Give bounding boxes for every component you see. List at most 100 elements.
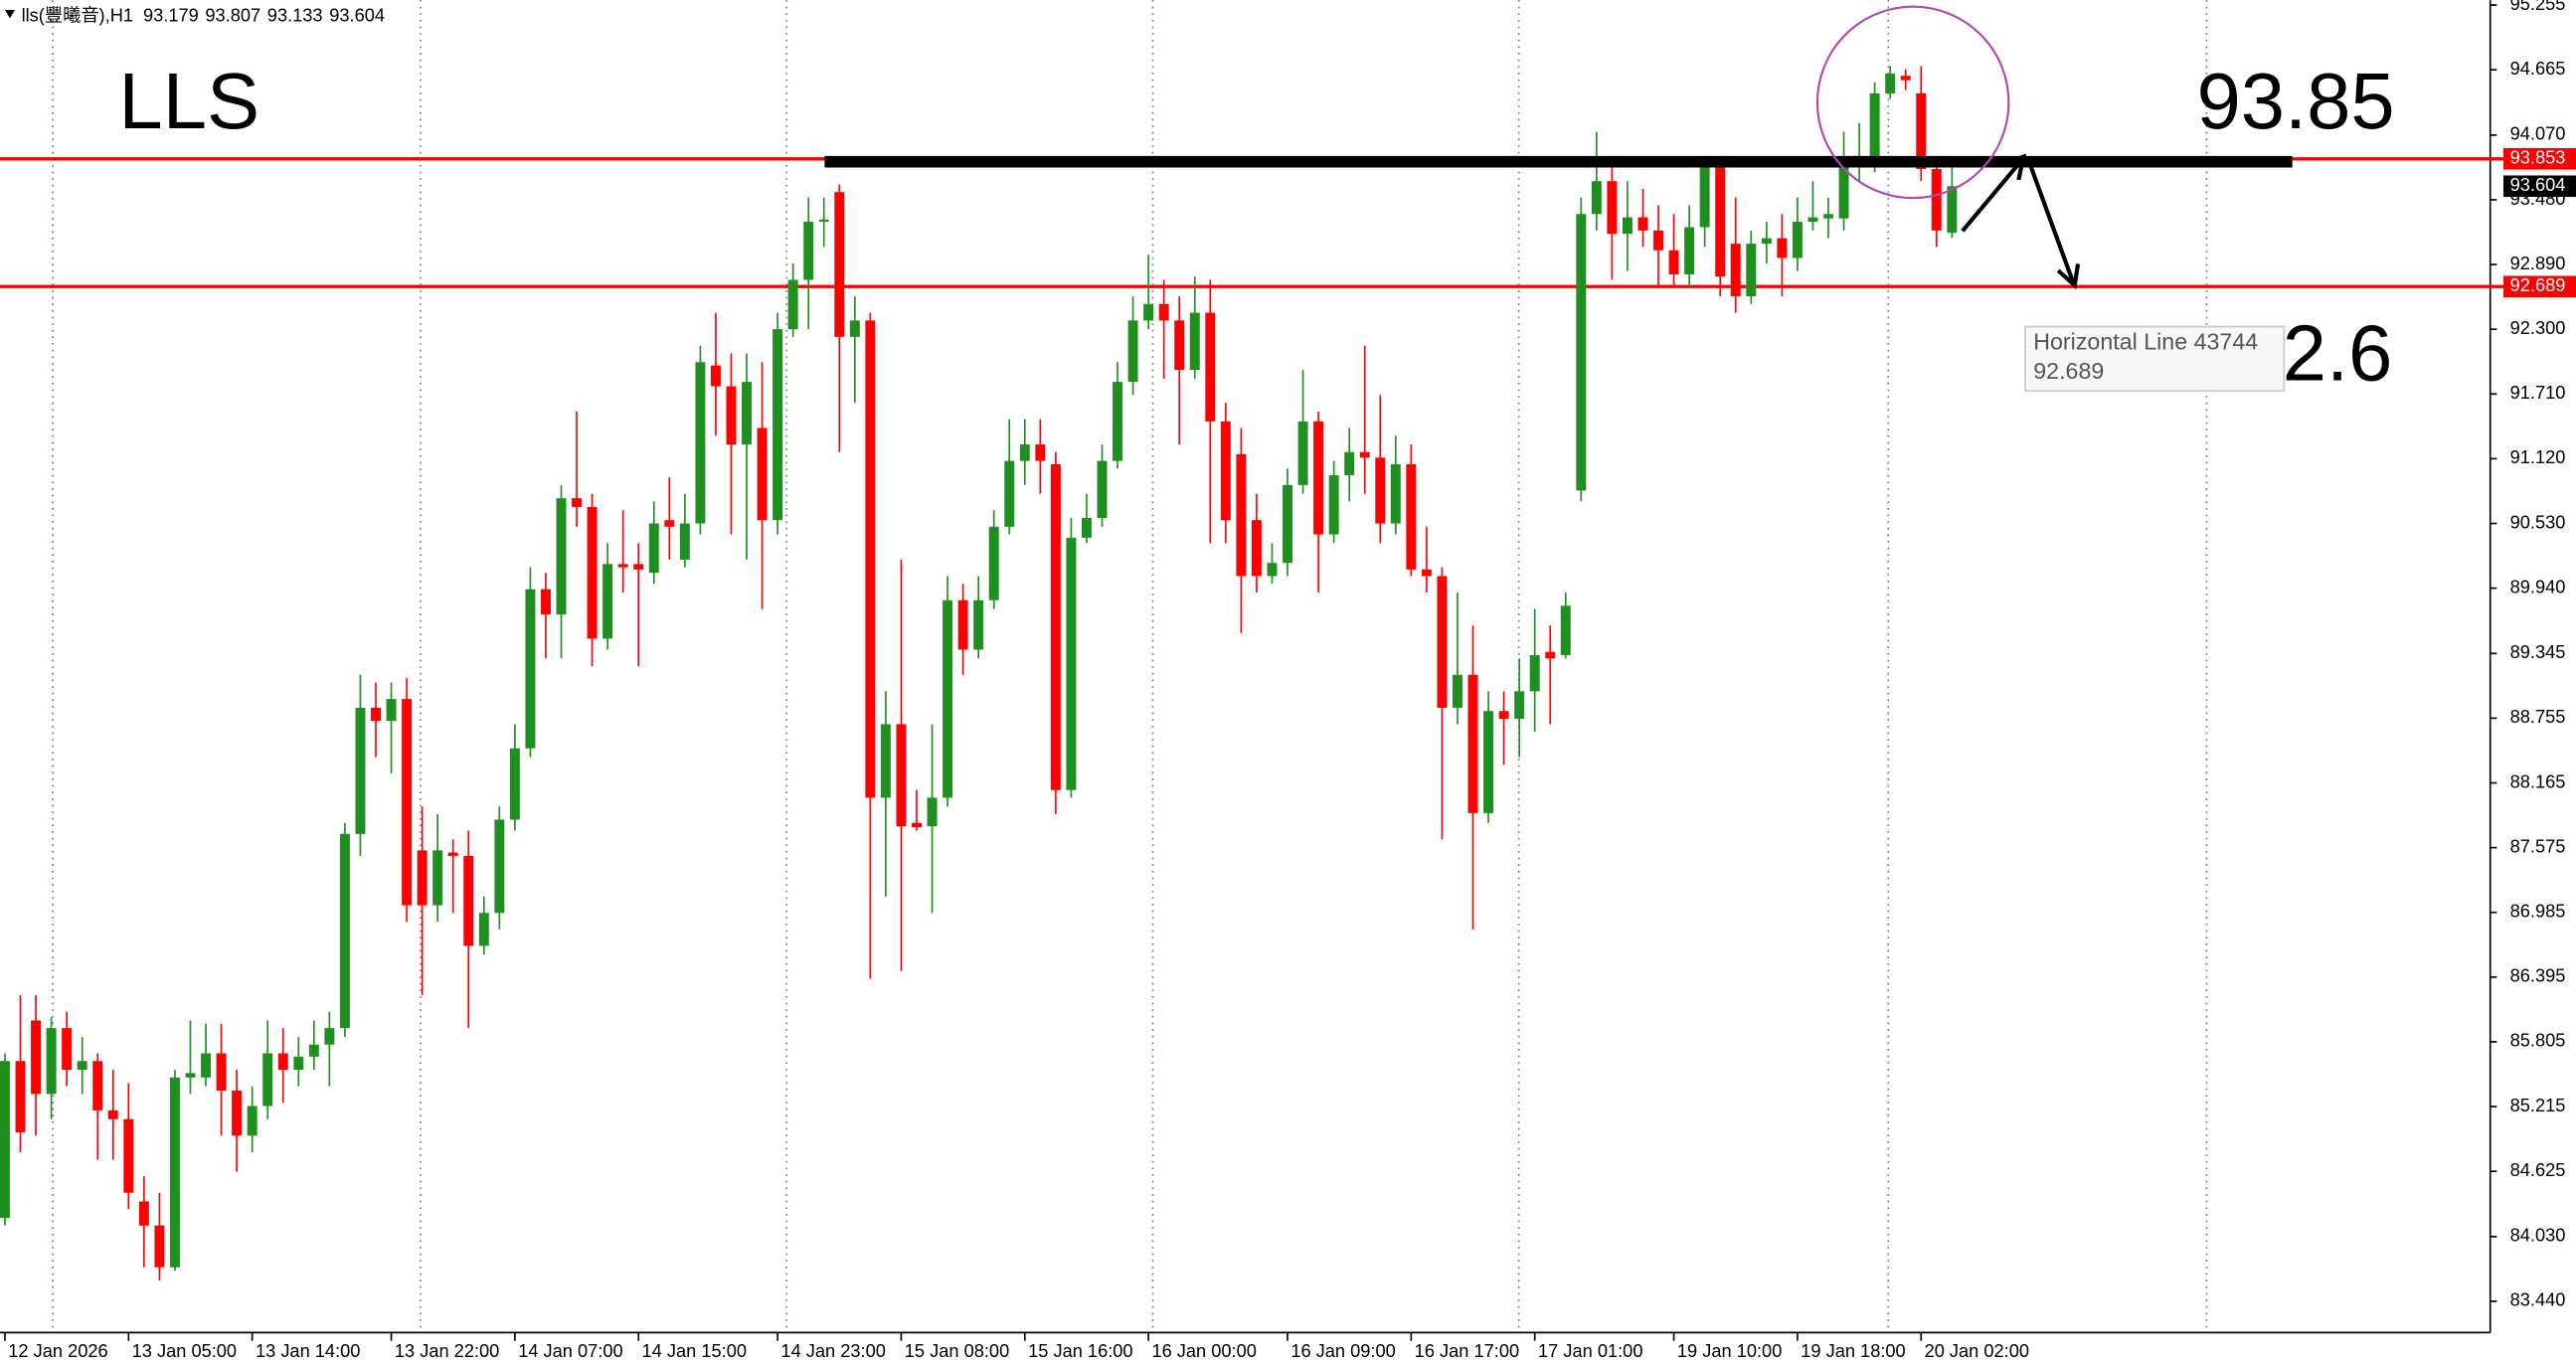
candle-body [556,498,567,615]
candle-body [525,589,536,749]
y-tick-label: 94.070 [2510,123,2566,144]
x-tick-label: 14 Jan 23:00 [780,1340,885,1361]
x-tick-label: 16 Jan 00:00 [1151,1340,1256,1361]
candle-body [1622,217,1632,235]
candle-body [1792,222,1803,258]
candle-body [447,852,458,856]
candle-body [339,833,350,1029]
arrow-head [2001,153,2027,181]
candle-body [1761,238,1772,245]
candle-body [1127,320,1138,383]
y-tick-label: 95.255 [2510,0,2566,14]
candle-body [1777,238,1788,258]
arrow-down [2026,159,2076,283]
candle-body [1097,460,1108,518]
candle-body [1004,460,1015,527]
candle-body [648,523,659,574]
candle-body [787,279,798,330]
y-tick-label: 87.575 [2510,835,2566,856]
annotation-layer: LLS 93.85 2.6 Horizontal Line 43744 92.6… [4,4,2395,398]
candle-body [201,1053,212,1078]
candle-body [1113,382,1123,461]
x-tick-label: 14 Jan 15:00 [642,1340,747,1361]
y-tick-label: 85.805 [2510,1030,2566,1051]
candle-body [232,1091,243,1136]
y-tick-label: 88.755 [2510,706,2566,727]
candle-body [1529,654,1540,692]
candle-body [1081,517,1092,538]
candle-body [818,219,829,223]
x-tick-label: 16 Jan 09:00 [1290,1340,1395,1361]
candle-body [1406,463,1417,570]
y-tick-label: 94.665 [2510,58,2566,79]
candle-body [0,1061,10,1219]
candle-body [1066,537,1077,790]
candle-body [896,724,907,827]
header: lls(豐曦音),H1 93.179 93.807 93.133 93.604 [4,4,385,25]
candle-body [1931,169,1942,231]
arrow-up [1961,158,2024,233]
candle-body [1035,444,1046,461]
candle-body [1838,159,1849,219]
candle-body [355,707,366,834]
header-text: lls(豐曦音),H1 93.179 93.807 93.133 93.604 [22,4,385,25]
axis-layer: 95.25594.66594.07093.48092.89092.30091.7… [4,0,2576,1361]
tooltip: Horizontal Line 43744 92.689 [2024,325,2286,393]
candle-body [1390,463,1401,524]
candle-body [247,1106,258,1136]
candle-body [478,913,489,946]
candle-body [988,526,999,600]
candle-body [1900,76,1911,81]
x-tick-label: 19 Jan 18:00 [1801,1340,1905,1361]
price-label: 92.689 [2510,274,2566,295]
candle-body [880,724,891,798]
candle-body [1189,312,1200,371]
candle-body [1498,711,1509,719]
candle-body [617,564,628,568]
candle-body [773,329,783,521]
candle-body [1421,569,1432,577]
candle-body [1560,605,1571,655]
candle-body [1344,451,1355,475]
candle-body [695,362,706,524]
y-tick-label: 84.625 [2510,1159,2566,1180]
candle-body [1297,421,1308,485]
candle-body [402,699,413,906]
candle-body [865,320,876,798]
candle-body [494,819,505,914]
candle-body [1807,217,1818,223]
candle-body [572,498,583,507]
candle-body [293,1056,304,1071]
candle-body [1947,186,1958,234]
candle-body [1328,474,1339,535]
candle-body [463,855,474,946]
candle-body [1143,303,1154,321]
candle-body [92,1061,103,1110]
candle-body [308,1044,319,1057]
x-tick-label: 14 Jan 07:00 [518,1340,622,1361]
candle-body [371,707,381,722]
candle-body [1591,181,1602,215]
candle-body [679,523,690,560]
candle-body [633,564,644,570]
candle-body [1637,217,1648,231]
marks-layer [0,66,1958,1280]
x-tick-label: 13 Jan 22:00 [395,1340,499,1361]
y-tick-label: 91.120 [2510,446,2566,467]
x-tick-label: 13 Jan 05:00 [132,1340,237,1361]
candle-body [726,386,737,445]
y-tick-label: 86.395 [2510,965,2566,986]
candle-body [1313,421,1324,535]
x-tick-label: 15 Jan 16:00 [1028,1340,1132,1361]
highlight-circle [1815,5,2010,200]
y-tick-label: 86.985 [2510,901,2566,922]
candle-body [123,1118,134,1193]
candle-body [1220,421,1231,521]
candle-body [957,599,968,650]
candle-body [1545,651,1556,659]
arrow-head [2056,263,2081,290]
candle-body [1174,320,1185,371]
header-triangle [4,10,15,19]
candle-body [169,1077,180,1268]
candle-body [834,192,845,337]
